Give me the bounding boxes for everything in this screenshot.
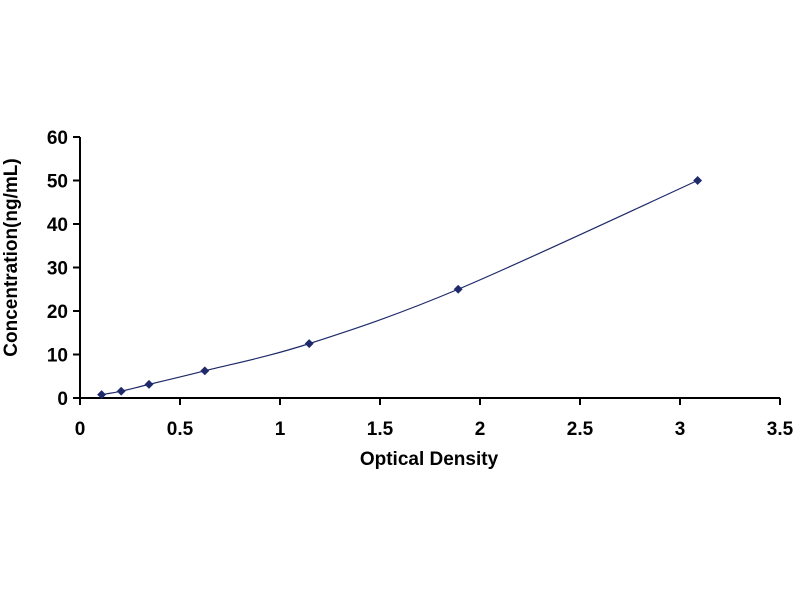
data-point-diamond xyxy=(304,339,314,349)
data-point-diamond xyxy=(200,366,210,376)
y-ticks: 0 10 20 30 40 50 60 xyxy=(47,128,80,410)
y-tick-label: 50 xyxy=(47,172,68,193)
y-tick-label: 30 xyxy=(47,259,68,280)
x-tick-label: 1 xyxy=(275,419,286,440)
data-point-diamond xyxy=(144,379,154,389)
x-tick-label: 3.5 xyxy=(767,419,794,440)
x-tick-label: 3 xyxy=(675,419,686,440)
fit-curve xyxy=(101,179,698,396)
y-tick-label: 20 xyxy=(47,302,68,323)
y-axis-title: Concentration(ng/mL) xyxy=(1,158,22,356)
data-points xyxy=(97,175,703,400)
axes xyxy=(79,137,780,399)
data-point-diamond xyxy=(116,386,126,396)
y-tick-label: 40 xyxy=(47,215,68,236)
x-tick-label: 1.5 xyxy=(367,419,394,440)
data-point-diamond xyxy=(693,175,703,186)
x-tick-label: 0 xyxy=(75,419,86,440)
data-point-diamond xyxy=(97,390,107,400)
y-tick-label: 0 xyxy=(57,389,68,410)
x-tick-label: 2 xyxy=(475,419,486,440)
x-tick-label: 2.5 xyxy=(567,419,594,440)
y-tick-label: 60 xyxy=(47,128,68,149)
x-ticks: 0 0.5 1 1.5 2 2.5 3 3.5 xyxy=(75,398,794,440)
x-axis-title: Optical Density xyxy=(360,449,499,470)
data-point-diamond xyxy=(453,284,463,294)
x-tick-label: 0.5 xyxy=(167,419,194,440)
y-tick-label: 10 xyxy=(47,346,68,367)
